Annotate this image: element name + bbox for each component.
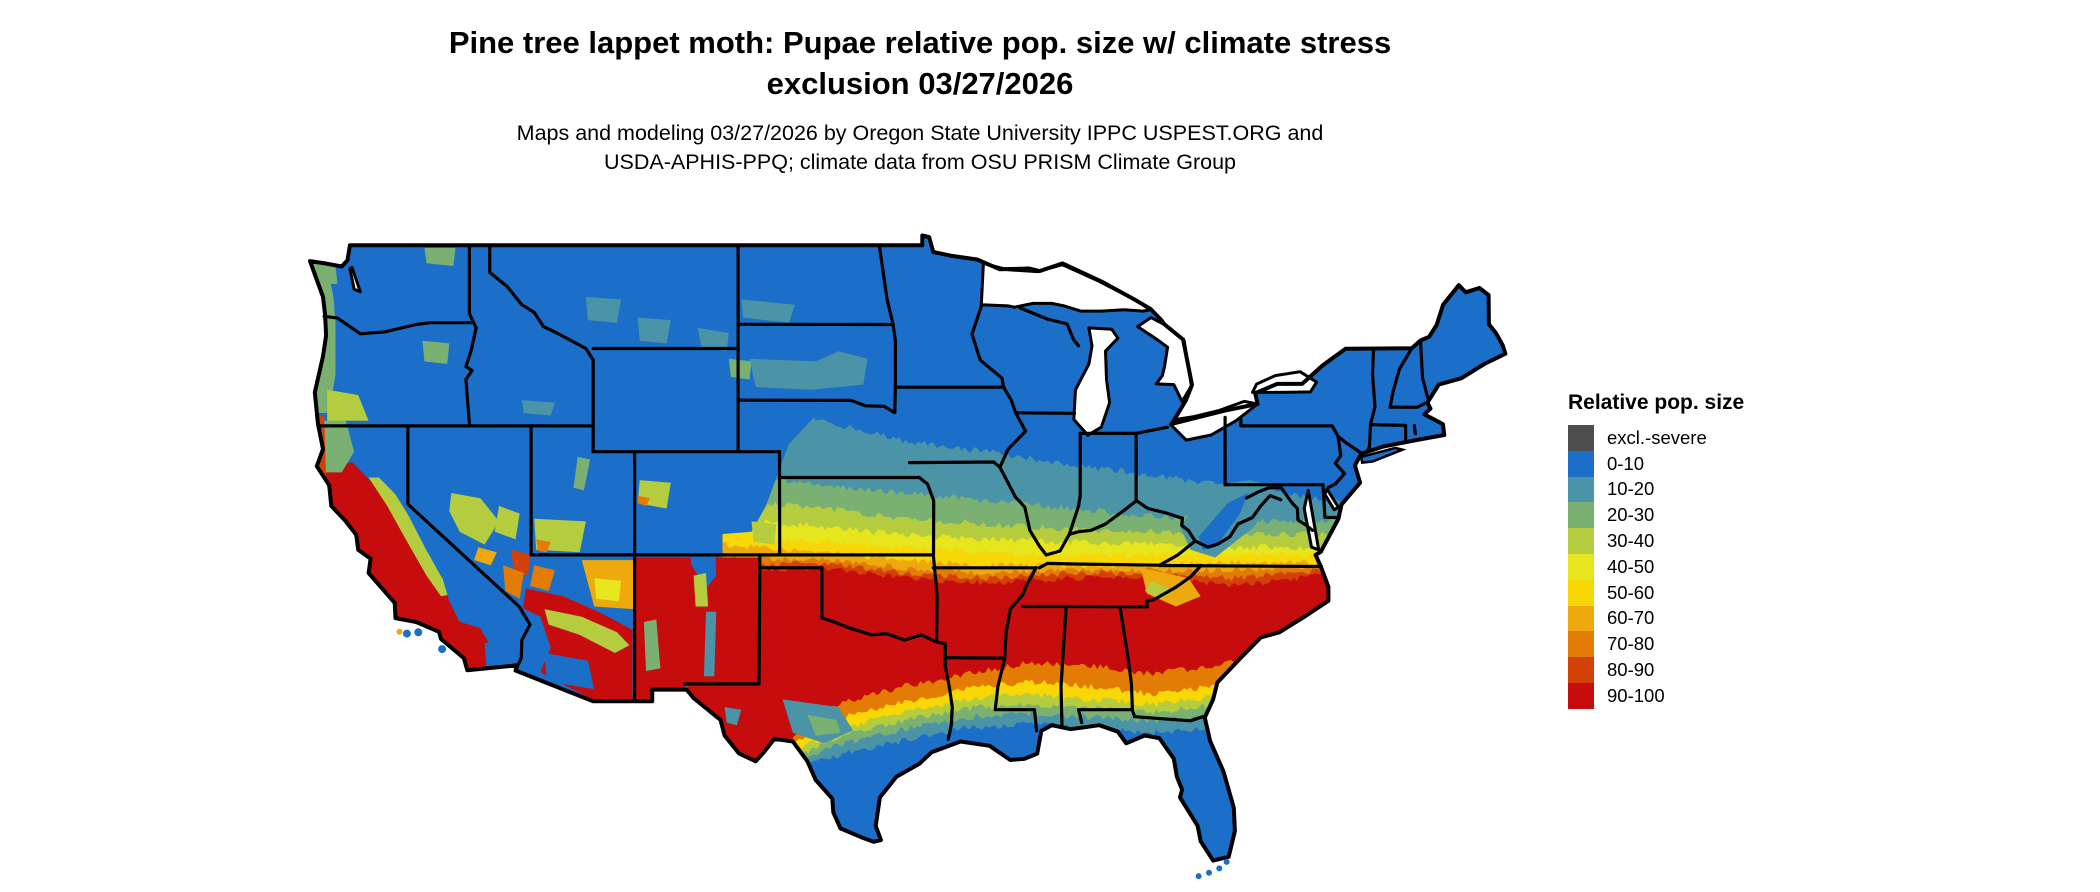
legend-swatch xyxy=(1568,502,1594,529)
legend-item: 20-30 xyxy=(1568,502,1744,529)
legend-item-label: 20-30 xyxy=(1607,504,1655,526)
subtitle-line-1: Maps and modeling 03/27/2026 by Oregon S… xyxy=(516,121,1324,145)
map-header: Pine tree lappet moth: Pupae relative po… xyxy=(320,22,1520,177)
legend-item: 60-70 xyxy=(1568,605,1744,632)
legend-swatch xyxy=(1568,579,1594,606)
legend-item: 10-20 xyxy=(1568,476,1744,503)
state-borders xyxy=(316,243,1430,741)
page-title: Pine tree lappet moth: Pupae relative po… xyxy=(320,22,1520,104)
legend-items: excl.-severe 0-10 10-20 20-30 30-40 40-50 50-6… xyxy=(1568,425,1744,709)
title-line-1: Pine tree lappet moth: Pupae relative po… xyxy=(448,25,1392,60)
legend-item-label: 10-20 xyxy=(1607,478,1655,500)
legend-item: excl.-severe xyxy=(1568,425,1744,451)
map-legend: Relative pop. size excl.-severe 0-10 10-20… xyxy=(1568,391,1744,709)
legend-item-label: 70-80 xyxy=(1607,633,1655,655)
page-subtitle: Maps and modeling 03/27/2026 by Oregon S… xyxy=(320,119,1520,177)
legend-item-label: 0-10 xyxy=(1607,452,1645,474)
legend-title: Relative pop. size xyxy=(1568,391,1745,414)
subtitle-line-2: USDA-APHIS-PPQ; climate data from OSU PR… xyxy=(603,150,1237,174)
legend-item-label: 30-40 xyxy=(1607,530,1655,552)
legend-item-label: excl.-severe xyxy=(1607,426,1707,448)
us-outline xyxy=(308,233,1508,863)
legend-swatch xyxy=(1568,657,1594,683)
legend-item: 40-50 xyxy=(1568,553,1744,580)
legend-item-label: 50-60 xyxy=(1607,581,1655,603)
legend-item-label: 60-70 xyxy=(1607,607,1655,629)
legend-swatch xyxy=(1568,450,1594,477)
legend-swatch xyxy=(1568,553,1594,580)
title-line-2: exclusion 03/27/2026 xyxy=(766,66,1074,101)
legend-item: 0-10 xyxy=(1568,450,1744,477)
legend-swatch xyxy=(1568,605,1594,632)
map-raster xyxy=(310,235,1506,861)
legend-swatch xyxy=(1568,631,1594,658)
legend-swatch xyxy=(1568,682,1594,709)
legend-swatch xyxy=(1568,425,1594,451)
great-lakes-and-bays xyxy=(348,261,1340,552)
legend-item: 30-40 xyxy=(1568,528,1744,554)
islands xyxy=(396,446,1407,880)
legend-swatch xyxy=(1568,528,1594,554)
legend-item-label: 40-50 xyxy=(1607,555,1655,577)
legend-item-label: 80-90 xyxy=(1607,659,1655,681)
legend-swatch xyxy=(1568,476,1594,503)
legend-item: 70-80 xyxy=(1568,631,1744,658)
legend-item: 50-60 xyxy=(1568,579,1744,606)
legend-item: 80-90 xyxy=(1568,657,1744,683)
legend-item: 90-100 xyxy=(1568,682,1744,709)
legend-item-label: 90-100 xyxy=(1607,684,1665,706)
